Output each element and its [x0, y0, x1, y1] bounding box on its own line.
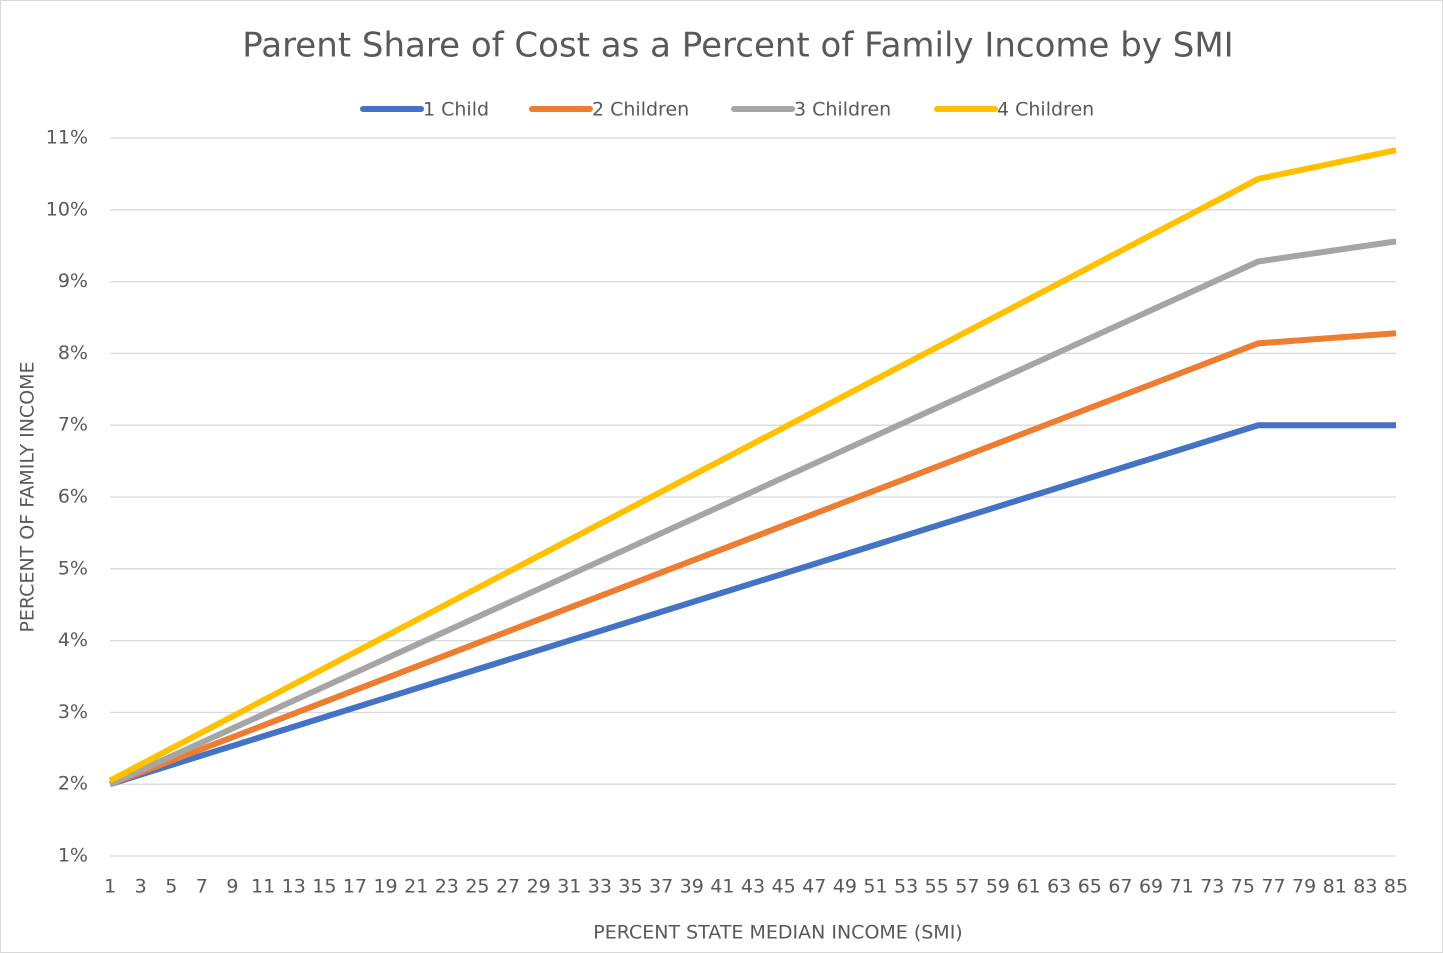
- x-tick-label: 3: [135, 876, 147, 898]
- x-tick-label: 27: [496, 876, 520, 898]
- y-tick-label: 2%: [58, 773, 88, 795]
- x-tick-label: 17: [343, 876, 367, 898]
- x-tick-label: 7: [196, 876, 208, 898]
- y-tick-label: 8%: [58, 342, 88, 364]
- x-tick-label: 81: [1323, 876, 1347, 898]
- x-tick-label: 43: [741, 876, 765, 898]
- y-tick-label: 11%: [46, 127, 88, 149]
- x-tick-label: 25: [465, 876, 489, 898]
- x-axis-title: PERCENT STATE MEDIAN INCOME (SMI): [593, 922, 962, 944]
- x-tick-label: 33: [588, 876, 612, 898]
- series-line: [108, 147, 1397, 784]
- x-tick-label: 55: [925, 876, 949, 898]
- x-tick-label: 75: [1231, 876, 1255, 898]
- x-tick-label: 37: [649, 876, 673, 898]
- x-tick-label: 1: [104, 876, 116, 898]
- x-tick-label: 71: [1170, 876, 1194, 898]
- y-tick-label: 5%: [58, 557, 88, 579]
- x-tick-label: 83: [1353, 876, 1377, 898]
- x-tick-label: 5: [165, 876, 177, 898]
- x-tick-label: 49: [833, 876, 857, 898]
- y-tick-label: 6%: [58, 486, 88, 508]
- legend-label: 2 Children: [592, 99, 689, 121]
- x-tick-label: 19: [373, 876, 397, 898]
- x-tick-label: 11: [251, 876, 275, 898]
- x-tick-label: 61: [1016, 876, 1040, 898]
- x-tick-label: 85: [1384, 876, 1408, 898]
- legend-label: 3 Children: [794, 99, 891, 121]
- y-tick-label: 1%: [58, 845, 88, 867]
- x-tick-label: 41: [710, 876, 734, 898]
- y-axis-title: PERCENT OF FAMILY INCOME: [17, 361, 39, 632]
- series-line: [108, 238, 1397, 787]
- x-tick-label: 51: [863, 876, 887, 898]
- x-tick-label: 23: [435, 876, 459, 898]
- series-line: [108, 330, 1397, 788]
- x-tick-label: 73: [1200, 876, 1224, 898]
- x-tick-label: 15: [312, 876, 336, 898]
- x-tick-label: 57: [955, 876, 979, 898]
- x-tick-label: 65: [1078, 876, 1102, 898]
- x-tick-label: 13: [282, 876, 306, 898]
- y-tick-label: 4%: [58, 629, 88, 651]
- x-tick-label: 31: [557, 876, 581, 898]
- y-tick-label: 7%: [58, 414, 88, 436]
- x-tick-label: 77: [1261, 876, 1285, 898]
- legend-label: 1 Child: [423, 99, 489, 121]
- x-tick-label: 63: [1047, 876, 1071, 898]
- y-tick-label: 10%: [46, 198, 88, 220]
- x-tick-label: 47: [802, 876, 826, 898]
- legend-label: 4 Children: [997, 99, 1094, 121]
- series-line: [109, 422, 1396, 788]
- x-tick-label: 59: [986, 876, 1010, 898]
- x-tick-label: 69: [1139, 876, 1163, 898]
- x-tick-label: 35: [618, 876, 642, 898]
- x-tick-label: 79: [1292, 876, 1316, 898]
- y-tick-label: 9%: [58, 270, 88, 292]
- x-tick-label: 29: [527, 876, 551, 898]
- x-tick-label: 9: [226, 876, 238, 898]
- x-tick-label: 67: [1108, 876, 1132, 898]
- x-tick-label: 53: [894, 876, 918, 898]
- y-tick-label: 3%: [58, 701, 88, 723]
- x-tick-label: 45: [772, 876, 796, 898]
- chart-title: Parent Share of Cost as a Percent of Fam…: [242, 26, 1233, 66]
- x-tick-label: 21: [404, 876, 428, 898]
- x-tick-label: 39: [680, 876, 704, 898]
